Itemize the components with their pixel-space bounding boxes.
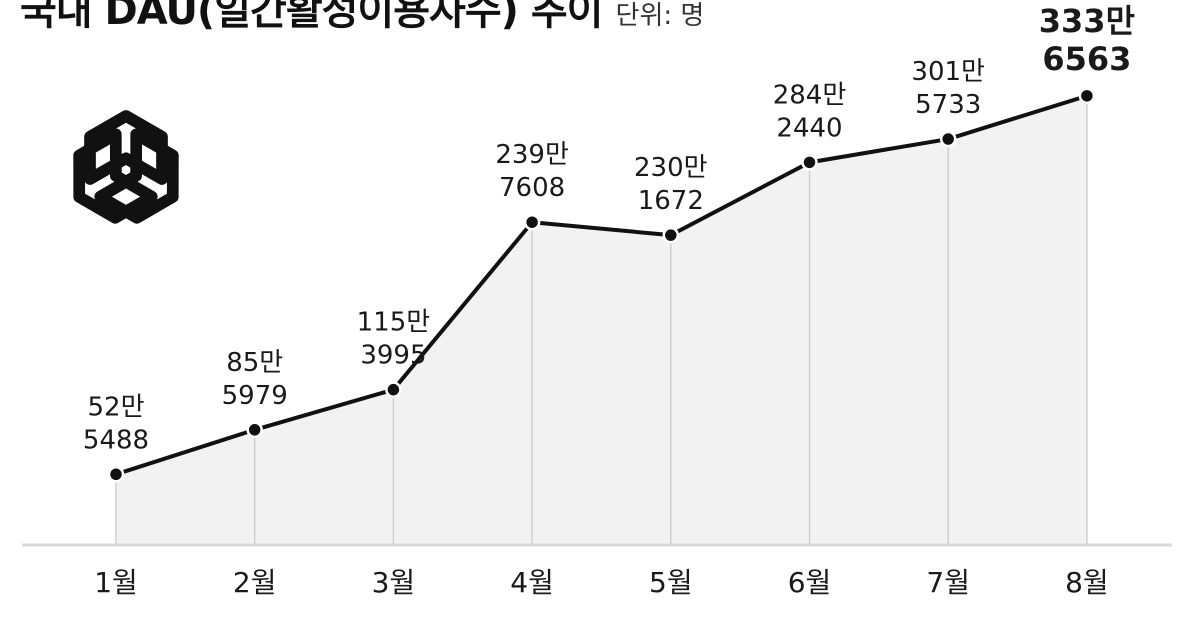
data-label: 85만 <box>226 348 283 378</box>
data-label: 5979 <box>222 381 288 411</box>
data-label: 5733 <box>915 90 981 120</box>
x-tick-label: 3월 <box>372 566 416 599</box>
unit-label: 단위: 명 <box>615 1 705 31</box>
data-label: 1672 <box>638 186 704 216</box>
data-point <box>385 381 402 398</box>
data-label: 230만 <box>634 153 708 183</box>
x-tick-label: 1월 <box>94 566 138 599</box>
data-point <box>1078 87 1096 105</box>
area-fill <box>116 95 1087 545</box>
data-label: 284만 <box>773 80 847 110</box>
data-label: 333만 <box>1039 2 1135 40</box>
x-tick-label: 6월 <box>788 566 832 599</box>
data-label: 5488 <box>83 425 149 455</box>
data-point <box>801 154 818 171</box>
data-point <box>523 213 541 231</box>
openai-logo-icon <box>73 110 179 224</box>
data-label: 239만 <box>495 140 569 170</box>
data-point <box>939 130 957 148</box>
data-label: 6563 <box>1042 40 1131 78</box>
series-line <box>115 93 1088 477</box>
x-tick-label: 7월 <box>926 566 970 599</box>
data-label: 3995 <box>360 341 426 371</box>
data-label: 301만 <box>911 57 985 87</box>
data-label: 52만 <box>87 392 144 422</box>
x-tick-label: 4월 <box>510 566 554 599</box>
x-tick-label: 2월 <box>233 566 277 599</box>
x-tick-label: 8월 <box>1065 566 1109 599</box>
data-point <box>662 226 680 244</box>
data-label: 2440 <box>776 113 842 143</box>
data-label: 115만 <box>357 308 431 338</box>
chart-header: 국내 DAU(일간활성이용자수) 추이 단위: 명 <box>20 0 704 36</box>
data-point <box>107 466 125 483</box>
x-tick-label: 5월 <box>649 566 693 599</box>
chart-title: 국내 DAU(일간활성이용자수) 추이 <box>20 0 603 34</box>
data-label: 7608 <box>499 173 565 203</box>
data-point <box>246 421 263 439</box>
